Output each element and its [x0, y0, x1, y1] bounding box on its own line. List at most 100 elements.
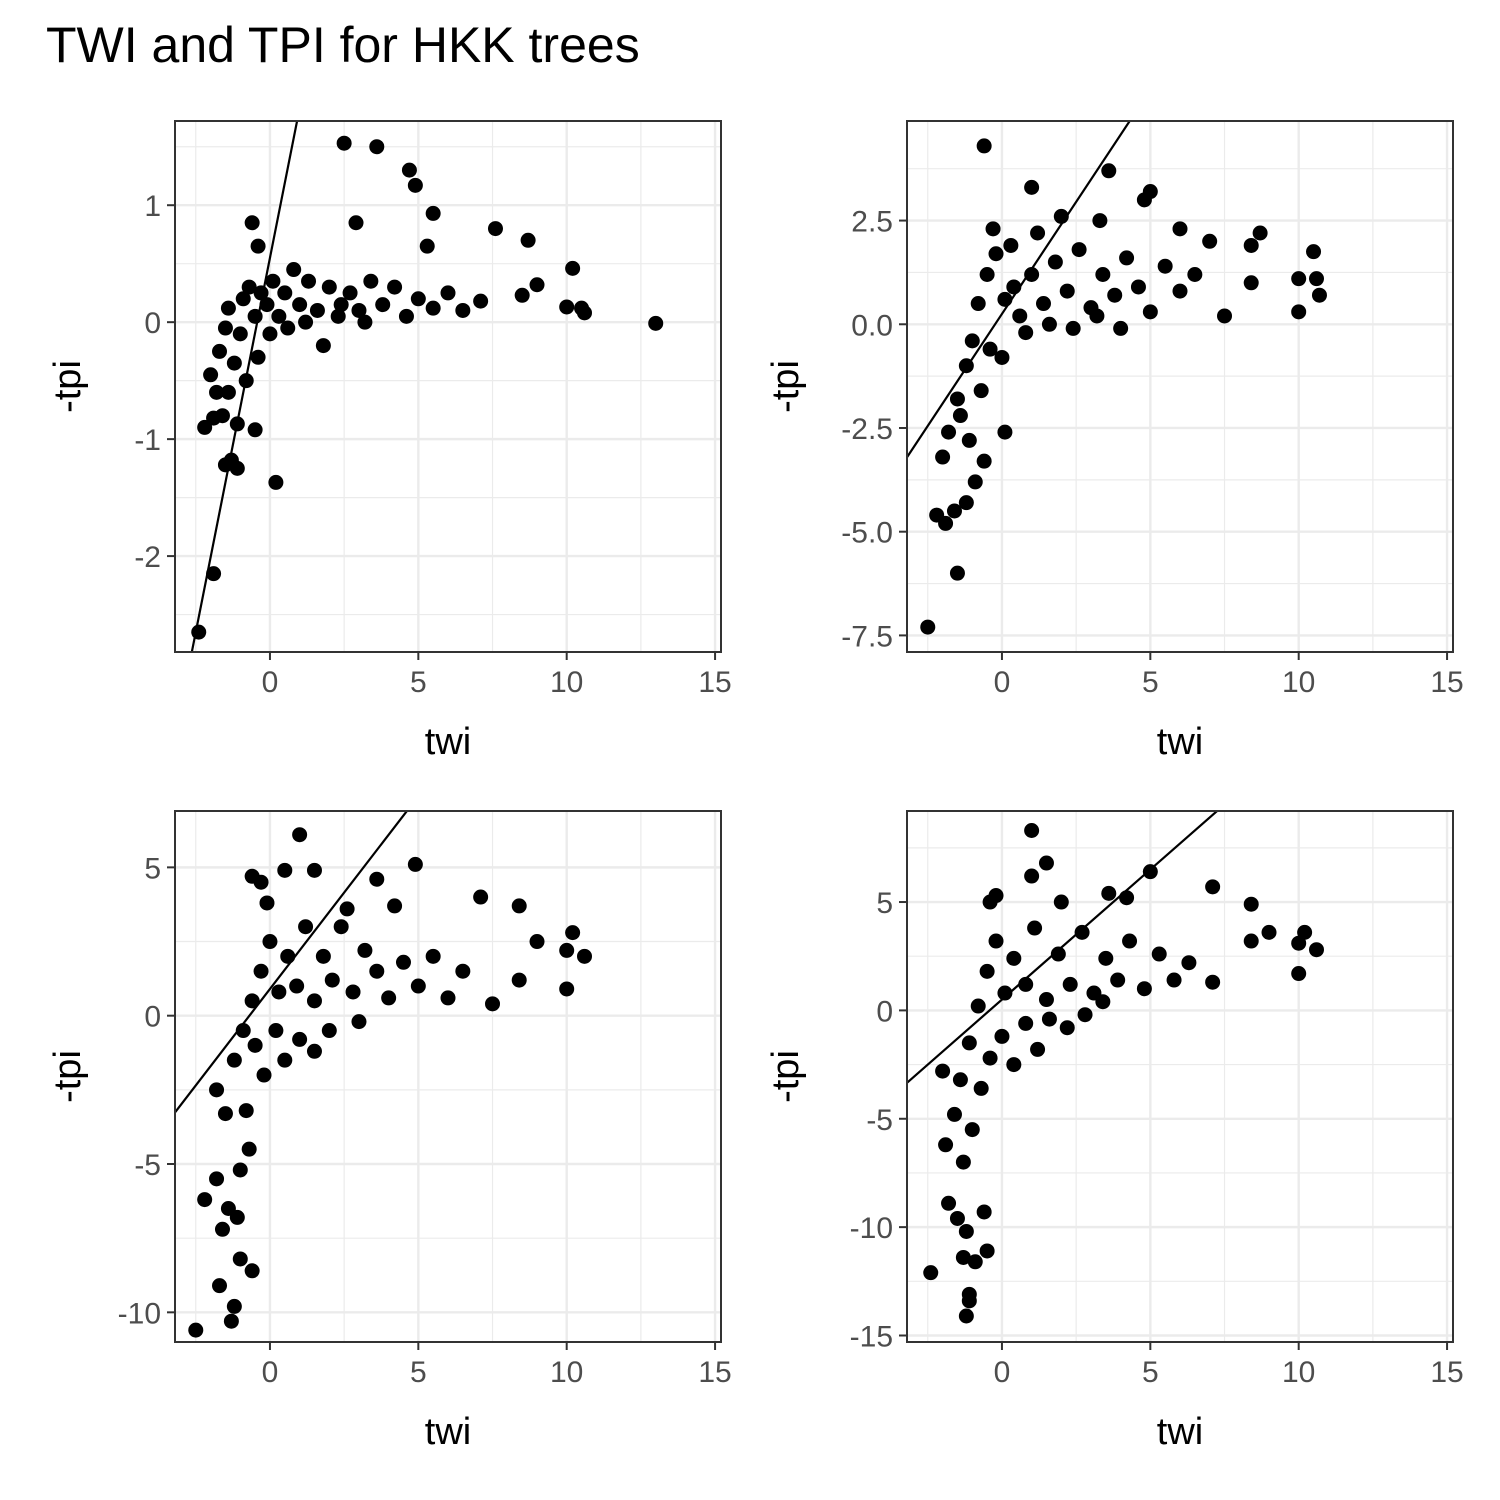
data-point	[425, 948, 441, 964]
data-point	[967, 1254, 983, 1270]
data-point	[1024, 823, 1040, 839]
data-point	[292, 297, 308, 313]
data-point	[1092, 213, 1108, 229]
y-tick-label: -15	[850, 1320, 893, 1353]
data-point	[256, 1067, 272, 1083]
data-point	[271, 984, 287, 1000]
scatter-panel-1: 0 5 10 15 -2 -1 0 1 twi -tpi	[47, 120, 732, 763]
data-point	[232, 1251, 248, 1267]
data-point	[976, 453, 992, 469]
fit-line	[190, 121, 299, 652]
data-point	[1113, 320, 1129, 336]
data-point	[217, 320, 233, 336]
x-tick-label: 15	[698, 1356, 731, 1389]
data-point	[565, 925, 581, 941]
data-point	[1062, 976, 1078, 992]
panel-border	[906, 810, 1454, 1343]
data-point	[247, 1037, 263, 1053]
data-point	[529, 934, 545, 950]
data-point	[949, 565, 965, 581]
data-point	[1074, 924, 1090, 940]
data-point	[958, 1223, 974, 1239]
fit-line	[907, 121, 1132, 458]
data-point	[982, 341, 998, 357]
data-point	[511, 972, 527, 988]
data-point	[1006, 1057, 1022, 1073]
x-tick-label: 10	[1282, 1356, 1315, 1389]
data-point	[238, 1103, 254, 1119]
points	[188, 827, 592, 1338]
data-point	[407, 177, 423, 193]
points	[920, 138, 1327, 635]
data-point	[952, 1072, 968, 1088]
x-tick-label: 0	[994, 1356, 1011, 1389]
data-point	[277, 1052, 293, 1068]
data-point	[407, 856, 423, 872]
data-point	[976, 1204, 992, 1220]
data-point	[946, 503, 962, 519]
panel-border	[174, 120, 722, 653]
data-point	[259, 297, 275, 313]
grid	[907, 121, 1453, 652]
data-point	[997, 424, 1013, 440]
data-point	[235, 291, 251, 307]
data-point	[1243, 896, 1259, 912]
data-point	[212, 1278, 228, 1294]
data-point	[336, 135, 352, 151]
data-point	[209, 1082, 225, 1098]
data-point	[511, 898, 527, 914]
data-point	[301, 273, 317, 289]
panel-border	[906, 120, 1454, 653]
x-axis-label: twi	[425, 1411, 471, 1453]
data-point	[941, 1195, 957, 1211]
data-point	[342, 285, 358, 301]
data-point	[212, 343, 228, 359]
data-point	[1205, 879, 1221, 895]
x-axis-label: twi	[1157, 721, 1203, 763]
x-tick-label: 15	[698, 666, 731, 699]
data-point	[321, 1023, 337, 1039]
x-tick-label: 5	[1142, 1356, 1159, 1389]
data-point	[214, 408, 230, 424]
data-point	[1024, 266, 1040, 282]
data-point	[1036, 296, 1051, 312]
y-axis-label: -tpi	[765, 1050, 807, 1103]
data-point	[217, 1106, 233, 1122]
data-point	[330, 308, 346, 324]
data-point	[197, 419, 213, 435]
data-point	[1041, 316, 1057, 332]
data-point	[262, 934, 278, 950]
data-point	[514, 287, 530, 303]
x-tick-label: 10	[550, 666, 583, 699]
data-point	[244, 1263, 260, 1279]
data-point	[223, 1313, 239, 1329]
data-point	[440, 990, 456, 1006]
data-point	[401, 162, 417, 178]
data-point	[298, 919, 314, 935]
data-point	[1101, 885, 1117, 901]
data-point	[265, 273, 281, 289]
data-point	[1252, 225, 1268, 241]
data-point	[280, 948, 296, 964]
data-point	[559, 299, 575, 315]
data-point	[1166, 972, 1182, 988]
data-point	[375, 297, 391, 313]
data-point	[1172, 283, 1188, 299]
data-point	[958, 495, 974, 511]
data-point	[315, 948, 331, 964]
data-point	[1006, 950, 1022, 966]
data-point	[920, 619, 936, 635]
data-point	[280, 320, 296, 336]
data-point	[565, 260, 581, 276]
y-tick-label: -5.0	[841, 517, 893, 550]
data-point	[226, 355, 242, 371]
data-point	[1243, 275, 1259, 291]
y-tick-label: -10	[118, 1297, 161, 1330]
data-point	[1024, 868, 1040, 884]
data-point	[1003, 237, 1019, 253]
data-point	[1077, 1007, 1093, 1023]
data-point	[387, 279, 403, 295]
data-point	[369, 963, 385, 979]
data-point	[1306, 244, 1322, 260]
data-point	[1053, 894, 1069, 910]
